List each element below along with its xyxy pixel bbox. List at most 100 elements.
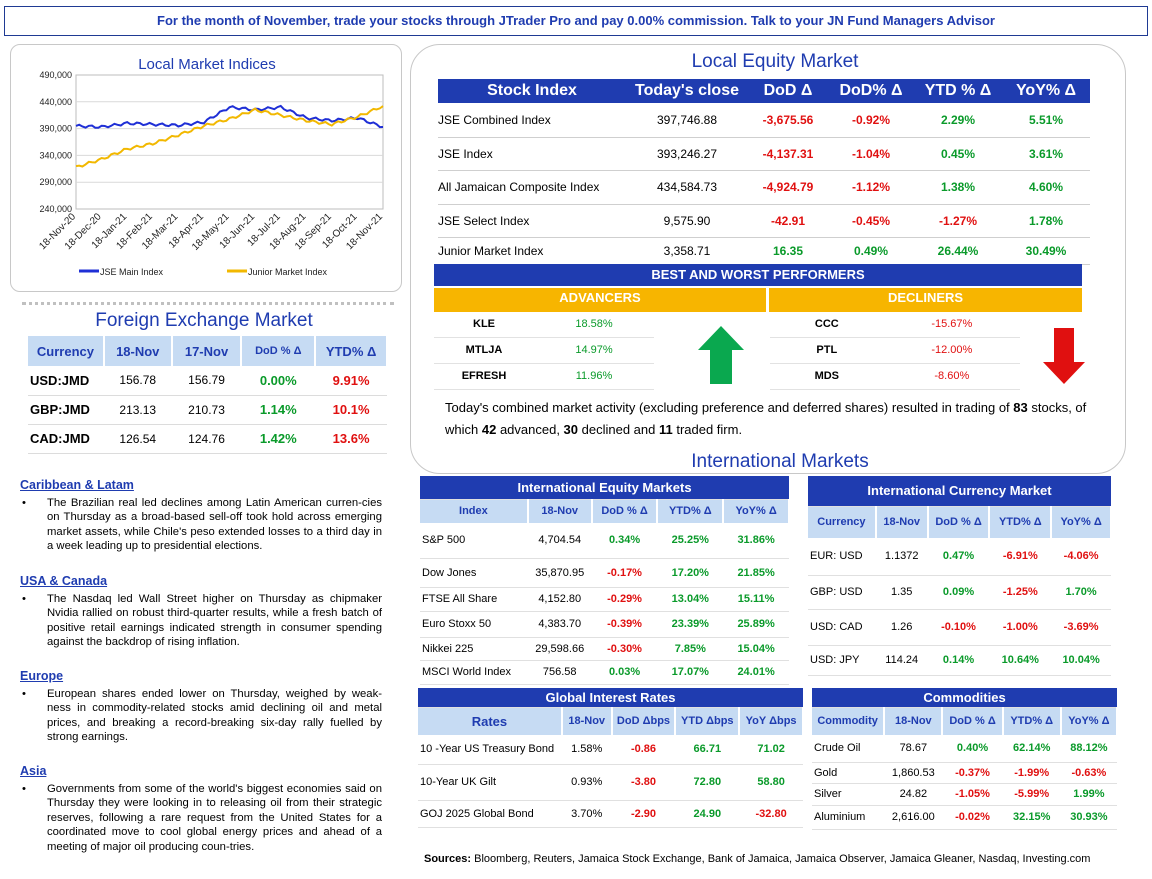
intl_equity-row: FTSE All Share 4,152.80 -0.29% 13.04% 15.11%: [420, 587, 789, 612]
summary-text: Today's combined market activity (exclud…: [445, 400, 1014, 415]
rates-ytd: 66.71: [675, 735, 740, 765]
commodities-dod: -1.05%: [942, 783, 1003, 806]
intl_equity-yoy: 31.86%: [723, 523, 789, 559]
commodities-yoy: 30.93%: [1060, 805, 1117, 830]
summary-text: stocks, of which: [445, 400, 1087, 437]
commodities-caption: Commodities: [812, 688, 1117, 708]
news-text: The Brazilian real led declines among La…: [47, 496, 382, 553]
rates-header: YoY Δbps: [739, 707, 804, 735]
leq-dodp: -0.45%: [828, 204, 914, 238]
fx-ytd: 10.1%: [315, 395, 387, 425]
intl_currency-dod: 0.14%: [927, 645, 990, 676]
commodities-name: Aluminium: [812, 805, 885, 830]
intl_equity-ytd: 25.25%: [657, 523, 724, 559]
leq-index-name: JSE Combined Index: [438, 103, 626, 138]
performer-change: -8.60%: [883, 363, 1020, 390]
leq-ytd: -1.27%: [914, 204, 1002, 238]
intl_equity-ytd: 17.07%: [657, 660, 724, 685]
advancers-header: ADVANCERS: [434, 288, 766, 312]
icur-header: DoD % Δ: [927, 506, 991, 538]
intl-equity-table: International Equity Markets Index 18-No…: [420, 476, 790, 685]
local-market-indices-chart: Local Market Indices 490,000 440,000 390,00…: [10, 44, 402, 292]
intl_equity-row: MSCI World Index 756.58 0.03% 17.07% 24.01%: [420, 660, 789, 685]
commodities-yoy: 1.99%: [1060, 783, 1117, 806]
bullet: •: [22, 592, 26, 605]
intl_currency-ytd: -1.25%: [989, 575, 1052, 610]
intl_equity-dod: 0.34%: [591, 523, 658, 559]
performer-change: 18.58%: [534, 311, 654, 338]
summary-count: 83: [1013, 400, 1028, 415]
news-head: USA & Canada: [20, 574, 108, 588]
intl_equity-yoy: 24.01%: [723, 660, 789, 685]
rates-dod: -0.86: [611, 735, 676, 765]
intl-equity-caption: International Equity Markets: [420, 476, 789, 500]
intl_currency-name: GBP: USD: [808, 575, 876, 610]
intl-currency-table: International Currency Market Currency 1…: [808, 476, 1112, 676]
advancers-row: EFRESH 11.96%: [434, 363, 654, 390]
summary-count: 42: [481, 422, 497, 437]
local-equity-table: Stock Index Today's close DoD Δ DoD% Δ Y…: [438, 79, 1090, 265]
rates-header: YTD Δbps: [675, 707, 741, 735]
leq-row: JSE Combined Index 397,746.88 -3,675.56 -0.…: [438, 103, 1090, 138]
intl_equity-value: 756.58: [527, 660, 592, 685]
comm-header: YTD% Δ: [1002, 707, 1062, 735]
up-arrow-icon: [698, 326, 744, 384]
intl_equity-value: 4,704.54: [527, 523, 592, 559]
sources-label: Sources:: [424, 853, 472, 865]
fx-header: 18-Nov: [103, 336, 173, 366]
fx-row: CAD:JMD 126.54 124.76 1.42% 13.6%: [28, 424, 387, 454]
advancers-table: KLE 18.58% MTLJA 14.97% EFRESH 11.96%: [434, 311, 654, 390]
leq-close: 397,746.88: [626, 103, 748, 138]
news-text: European shares ended lower on Thursday,…: [47, 687, 382, 744]
intl_equity-dod: -0.30%: [591, 637, 658, 661]
intl_equity-ytd: 7.85%: [657, 637, 724, 661]
intl_currency-row: EUR: USD 1.1372 0.47% -6.91% -4.06%: [808, 538, 1111, 576]
commodities-dod: -0.02%: [942, 805, 1003, 830]
commodities-ytd: -5.99%: [1002, 783, 1061, 806]
fx-ytd: 9.91%: [315, 366, 387, 396]
intl_equity-row: Nikkei 225 29,598.66 -0.30% 7.85% 15.04%: [420, 637, 789, 661]
comm-header: 18-Nov: [884, 707, 944, 735]
fx-header: DoD % Δ: [241, 336, 317, 366]
intl_equity-dod: -0.39%: [591, 611, 658, 638]
fx-title: Foreign Exchange Market: [95, 310, 313, 331]
leq-row: JSE Select Index 9,575.90 -42.91 -0.45% -1.2…: [438, 204, 1090, 238]
leq-index-name: All Jamaican Composite Index: [438, 170, 626, 205]
commodities-row: Aluminium 2,616.00 -0.02% 32.15% 30.93%: [812, 805, 1117, 830]
fx-rate-today: 156.78: [103, 366, 172, 396]
intl_equity-yoy: 15.04%: [723, 637, 789, 661]
commodities-yoy: 88.12%: [1060, 735, 1117, 763]
news-head: Europe: [20, 669, 64, 683]
intl_equity-yoy: 25.89%: [723, 611, 789, 638]
rates-value: 0.93%: [561, 764, 612, 801]
intl_equity-value: 4,383.70: [527, 611, 592, 638]
performer-symbol: CCC: [770, 311, 884, 338]
summary-count: 30: [563, 422, 579, 437]
icur-header: 18-Nov: [875, 506, 929, 538]
series-line-1: [75, 105, 384, 168]
fx-header: 17-Nov: [171, 336, 243, 366]
decliners-row: CCC -15.67%: [770, 311, 1020, 338]
leq-header: YoY% Δ: [1002, 79, 1090, 103]
summary-text: declined and: [578, 422, 659, 437]
leq-row: Junior Market Index 3,358.71 16.35 0.49% 26.…: [438, 237, 1090, 265]
commodities-name: Crude Oil: [812, 735, 885, 763]
rates-name: 10-Year UK Gilt: [418, 764, 562, 801]
intl_equity-yoy: 21.85%: [723, 558, 789, 588]
rates-yoy: 71.02: [739, 735, 803, 765]
intl_currency-dod: 0.47%: [927, 538, 990, 576]
leq-dod: -4,137.31: [748, 137, 828, 171]
rates-name: GOJ 2025 Global Bond: [418, 800, 562, 828]
ieq-header: 18-Nov: [527, 499, 593, 523]
leq-header: DoD% Δ: [828, 79, 914, 103]
comm-header: YoY% Δ: [1060, 707, 1119, 735]
chart-svg: Local Market Indices 490,000 440,000 390,00…: [37, 56, 385, 277]
intl_currency-name: EUR: USD: [808, 538, 876, 576]
fx-ytd: 13.6%: [315, 424, 387, 454]
series-line-0: [75, 104, 384, 129]
comm-header: Commodity: [812, 707, 886, 735]
performer-symbol: MDS: [770, 363, 884, 390]
commodities-dod: 0.40%: [942, 735, 1003, 763]
rates-value: 3.70%: [561, 800, 612, 828]
intl_currency-value: 1.35: [875, 575, 928, 610]
